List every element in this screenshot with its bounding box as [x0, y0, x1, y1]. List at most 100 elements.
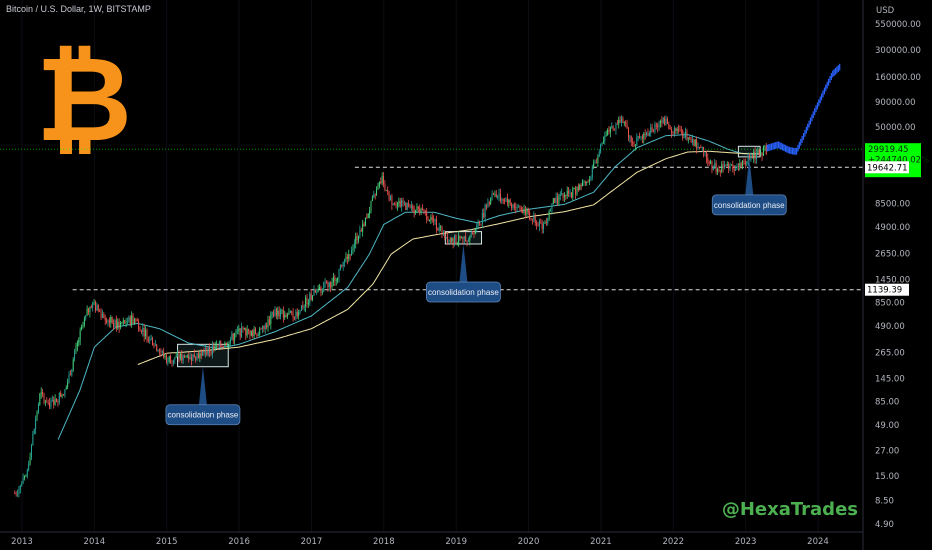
candle-body	[232, 333, 234, 341]
candle-body	[543, 223, 545, 230]
candle-body	[339, 264, 341, 270]
candle-body	[761, 152, 763, 156]
candle-body	[193, 354, 195, 358]
candle-body	[682, 130, 684, 138]
candle-body	[159, 349, 160, 351]
candle-body	[36, 412, 38, 419]
level-price-box[interactable]	[865, 161, 909, 174]
callout-box[interactable]	[426, 281, 501, 303]
candle-body	[433, 219, 435, 222]
candle-body	[170, 356, 172, 363]
candle-body	[376, 189, 378, 195]
level-price-box[interactable]	[865, 283, 909, 296]
candle-body	[487, 202, 489, 207]
candle-body	[236, 330, 238, 332]
candle-body	[608, 129, 610, 133]
candle-body	[710, 161, 712, 164]
consolidation-zone-box[interactable]	[444, 231, 483, 245]
candle-body	[138, 321, 140, 330]
candle-body	[348, 254, 350, 259]
candle-body	[750, 155, 752, 160]
candle-body	[320, 286, 322, 293]
candle-body	[78, 339, 80, 343]
candle-body	[50, 400, 52, 407]
candle-body	[700, 146, 702, 148]
candle-body	[345, 256, 347, 260]
candle-body	[177, 354, 179, 356]
candle-body	[235, 330, 237, 334]
price-tick-label: 85.00	[875, 397, 899, 407]
candle-body	[756, 152, 757, 160]
candle-body	[271, 312, 273, 315]
candle-body	[504, 200, 506, 202]
candle-body	[197, 353, 199, 359]
candle-body	[698, 146, 700, 148]
candle-body	[46, 401, 48, 403]
candle-body	[488, 202, 490, 204]
candle-body	[132, 315, 134, 324]
candle-body	[384, 184, 386, 191]
candle-body	[538, 221, 540, 227]
candle-body	[364, 217, 366, 227]
candle-body	[211, 345, 213, 355]
candle-body	[570, 192, 572, 198]
candle-body	[296, 311, 298, 316]
candle-body	[465, 236, 467, 242]
candle-body	[210, 351, 212, 355]
price-tick-label: 1450.00	[875, 275, 910, 285]
candle-body	[207, 348, 209, 355]
candle-body	[726, 163, 728, 166]
candle-body	[60, 392, 62, 397]
candle-body	[484, 205, 486, 218]
candle-body	[51, 399, 53, 401]
candle-body	[245, 328, 247, 336]
candle-body	[69, 374, 71, 376]
candle-body	[285, 314, 287, 317]
currency-label: USD	[876, 6, 895, 16]
candle-body	[287, 314, 289, 317]
candle-body	[728, 163, 730, 169]
candle-body	[746, 162, 748, 164]
candle-body	[512, 204, 514, 209]
candle-body	[303, 306, 305, 308]
candle-body	[380, 181, 382, 184]
candle-body	[467, 240, 469, 242]
candle-body	[708, 161, 710, 164]
candle-body	[661, 120, 663, 123]
candle-body	[550, 210, 552, 212]
callout-box[interactable]	[165, 404, 241, 426]
candle-body	[288, 312, 290, 315]
candle-body	[678, 128, 680, 130]
price-tick-label: 90000.00	[875, 98, 916, 108]
candle-body	[346, 256, 348, 259]
price-axis[interactable]: USD 550000.00 300000.00 160000.00 90000.00 50…	[875, 6, 921, 530]
candle-body	[24, 476, 25, 479]
candle-body	[540, 221, 542, 224]
candle-body	[657, 125, 659, 127]
candle-body	[292, 312, 294, 318]
candle-body	[291, 310, 293, 313]
callout-box[interactable]	[711, 194, 787, 216]
candle-body	[47, 402, 49, 404]
time-axis[interactable]: 2013 2014 2015 2016 2017 2018 2019 2020 2021 2022…	[11, 537, 829, 547]
candle-body	[527, 208, 529, 213]
consolidation-phase-label: consolidation phase	[168, 411, 239, 420]
candle-body	[289, 310, 291, 313]
candle-body	[434, 219, 436, 222]
candle-body	[622, 117, 624, 123]
candle-body	[658, 123, 660, 127]
candle-body	[427, 219, 429, 221]
consolidation-phase-label: consolidation phase	[428, 288, 499, 297]
candle-body	[629, 136, 631, 138]
candle-body	[753, 151, 755, 159]
candle-body	[636, 137, 638, 146]
candle-body	[742, 161, 744, 166]
candle-body	[149, 340, 151, 341]
candle-body	[591, 166, 593, 178]
candle-body	[474, 229, 476, 235]
candle-body	[114, 320, 116, 327]
price-change-label: +244740.02%	[868, 156, 929, 166]
candle-body	[255, 328, 256, 334]
candle-body	[739, 163, 741, 167]
